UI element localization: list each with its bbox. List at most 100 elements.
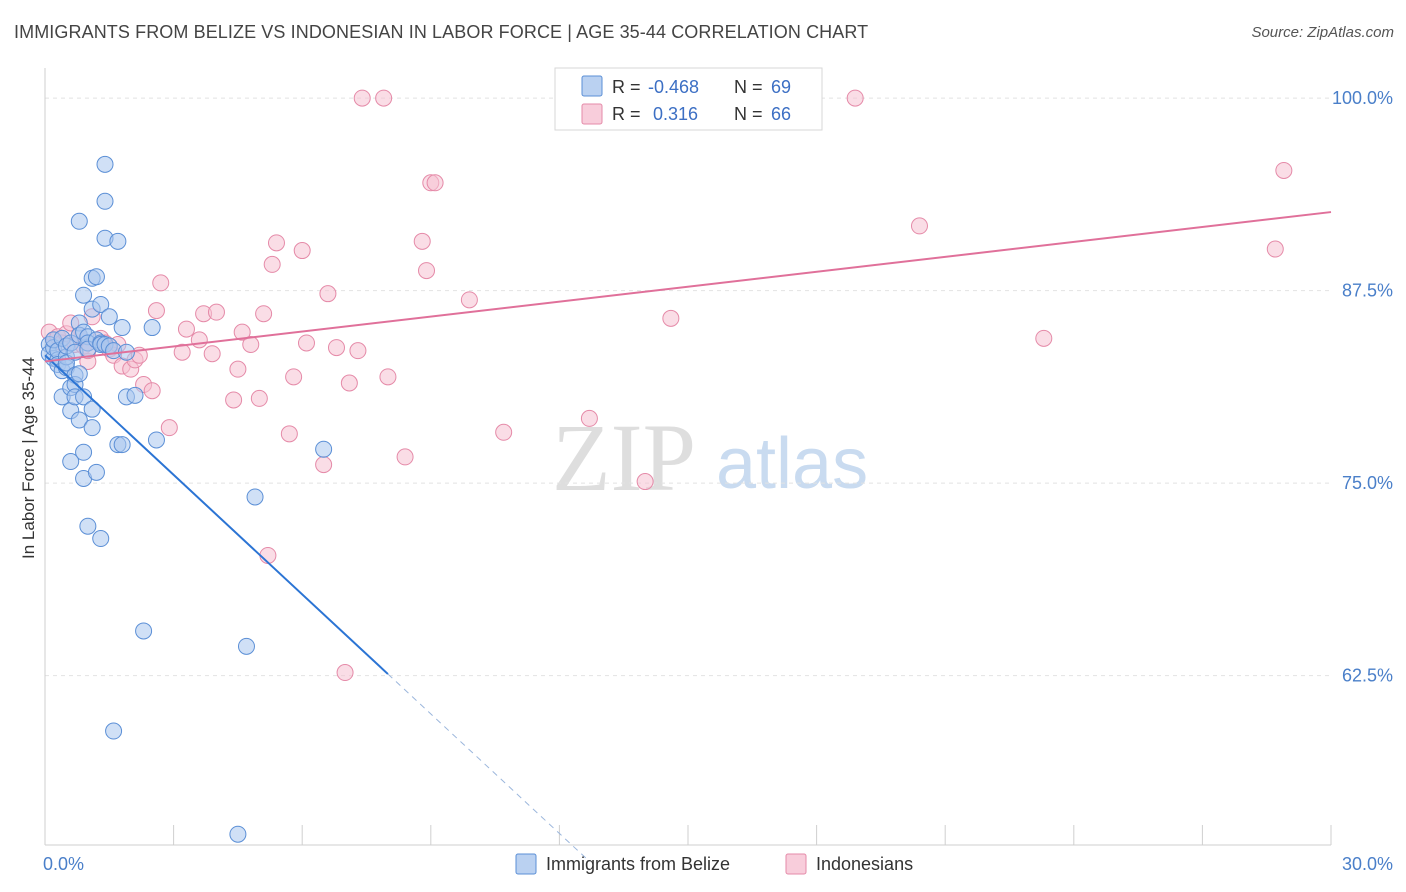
- indonesian-point: [418, 262, 436, 280]
- series-belize: [40, 155, 333, 843]
- indonesian-point: [336, 664, 354, 682]
- indonesian-point: [460, 291, 478, 309]
- belize-point: [135, 622, 153, 640]
- stats-r-label-1: R =: [612, 77, 641, 97]
- y-tick-label: 87.5%: [1342, 281, 1393, 301]
- belize-point: [87, 268, 105, 286]
- belize-point: [79, 517, 97, 535]
- x-tick-label: 30.0%: [1342, 854, 1393, 874]
- belize-point: [83, 400, 101, 418]
- indonesian-point: [580, 409, 598, 427]
- belize-point: [75, 286, 93, 304]
- belize-point: [75, 443, 93, 461]
- indonesian-point: [255, 305, 273, 323]
- indonesian-point: [910, 217, 928, 235]
- belize-point: [70, 365, 88, 383]
- indonesian-point: [263, 255, 281, 273]
- grid-lines: [45, 97, 1331, 677]
- belize-point: [92, 295, 110, 313]
- belize-point: [315, 440, 333, 458]
- stats-swatch-blue: [581, 75, 603, 97]
- belize-point: [62, 453, 80, 471]
- y-tick-label: 62.5%: [1342, 666, 1393, 686]
- indonesian-point: [225, 391, 243, 409]
- belize-point: [113, 436, 131, 454]
- stats-n-label-2: N =: [734, 104, 763, 124]
- indonesian-point: [293, 242, 311, 260]
- indonesian-point: [413, 232, 431, 250]
- belize-point: [113, 319, 131, 337]
- legend-label-belize: Immigrants from Belize: [546, 854, 730, 874]
- indonesian-point: [190, 331, 208, 349]
- belize-point: [147, 431, 165, 449]
- indonesian-point: [152, 274, 170, 292]
- indonesian-point: [259, 546, 277, 564]
- belize-point: [229, 825, 247, 843]
- stats-r-label-2: R =: [612, 104, 641, 124]
- source-note: Source: ZipAtlas.com: [1251, 24, 1394, 41]
- indonesian-point: [375, 89, 393, 107]
- stats-n-label-1: N =: [734, 77, 763, 97]
- belize-point: [70, 212, 88, 230]
- stats-r-value-2: 0.316: [648, 104, 698, 124]
- belize-point: [83, 419, 101, 437]
- belize-point: [70, 411, 88, 429]
- indonesian-point: [297, 334, 315, 352]
- indonesian-point: [319, 285, 337, 303]
- watermark-zip: ZIP: [552, 404, 696, 511]
- belize-point: [96, 192, 114, 210]
- stats-n-value-1: 69: [771, 77, 791, 97]
- indonesian-point: [229, 360, 247, 378]
- belize-point: [96, 155, 114, 173]
- chart-title: IMMIGRANTS FROM BELIZE VS INDONESIAN IN …: [14, 22, 869, 42]
- y-axis-label: In Labor Force | Age 35-44: [19, 357, 38, 559]
- indonesian-point: [379, 368, 397, 386]
- belize-point: [126, 386, 144, 404]
- stats-swatch-pink: [581, 103, 603, 125]
- indonesian-point: [327, 339, 345, 357]
- belize-point: [143, 319, 161, 337]
- trend-line-belize: [44, 354, 389, 675]
- series-indonesians: [40, 89, 1293, 682]
- indonesian-point: [846, 89, 864, 107]
- indonesian-point: [426, 174, 444, 192]
- indonesian-point: [349, 342, 367, 360]
- indonesian-point: [662, 309, 680, 327]
- belize-point: [105, 722, 123, 740]
- indonesian-point: [173, 343, 191, 361]
- indonesian-point: [1266, 240, 1284, 258]
- indonesian-point: [160, 419, 178, 437]
- y-tick-label: 100.0%: [1332, 88, 1393, 108]
- y-tick-label: 75.0%: [1342, 473, 1393, 493]
- indonesian-point: [203, 345, 221, 363]
- legend-swatch-belize: [515, 853, 537, 875]
- trend-line-indonesians: [44, 211, 1332, 363]
- axes: [44, 68, 1332, 846]
- stats-n-value-2: 66: [771, 104, 791, 124]
- trend-lines: [44, 211, 1332, 862]
- legend-label-indonesians: Indonesians: [816, 854, 913, 874]
- indonesian-point: [267, 234, 285, 252]
- indonesian-point: [340, 374, 358, 392]
- belize-point: [246, 488, 264, 506]
- indonesian-point: [1275, 161, 1293, 179]
- indonesian-point: [147, 302, 165, 320]
- belize-point: [87, 463, 105, 481]
- x-tick-label: 0.0%: [43, 854, 84, 874]
- x-tick-labels: 0.0% 30.0%: [43, 854, 1393, 874]
- stats-legend: R = -0.468 N = 69 R = 0.316 N = 66: [554, 67, 823, 131]
- watermark-atlas: atlas: [716, 424, 868, 504]
- indonesian-point: [636, 473, 654, 491]
- belize-point: [100, 308, 118, 326]
- indonesian-point: [233, 323, 251, 341]
- indonesian-point: [177, 320, 195, 338]
- indonesian-point: [207, 303, 225, 321]
- indonesian-point: [280, 425, 298, 443]
- indonesian-point: [1035, 329, 1053, 347]
- indonesian-point: [242, 336, 260, 353]
- indonesian-point: [396, 448, 414, 466]
- indonesian-point: [143, 382, 161, 400]
- belize-point: [92, 530, 110, 548]
- indonesian-point: [315, 456, 333, 474]
- indonesian-point: [495, 423, 513, 441]
